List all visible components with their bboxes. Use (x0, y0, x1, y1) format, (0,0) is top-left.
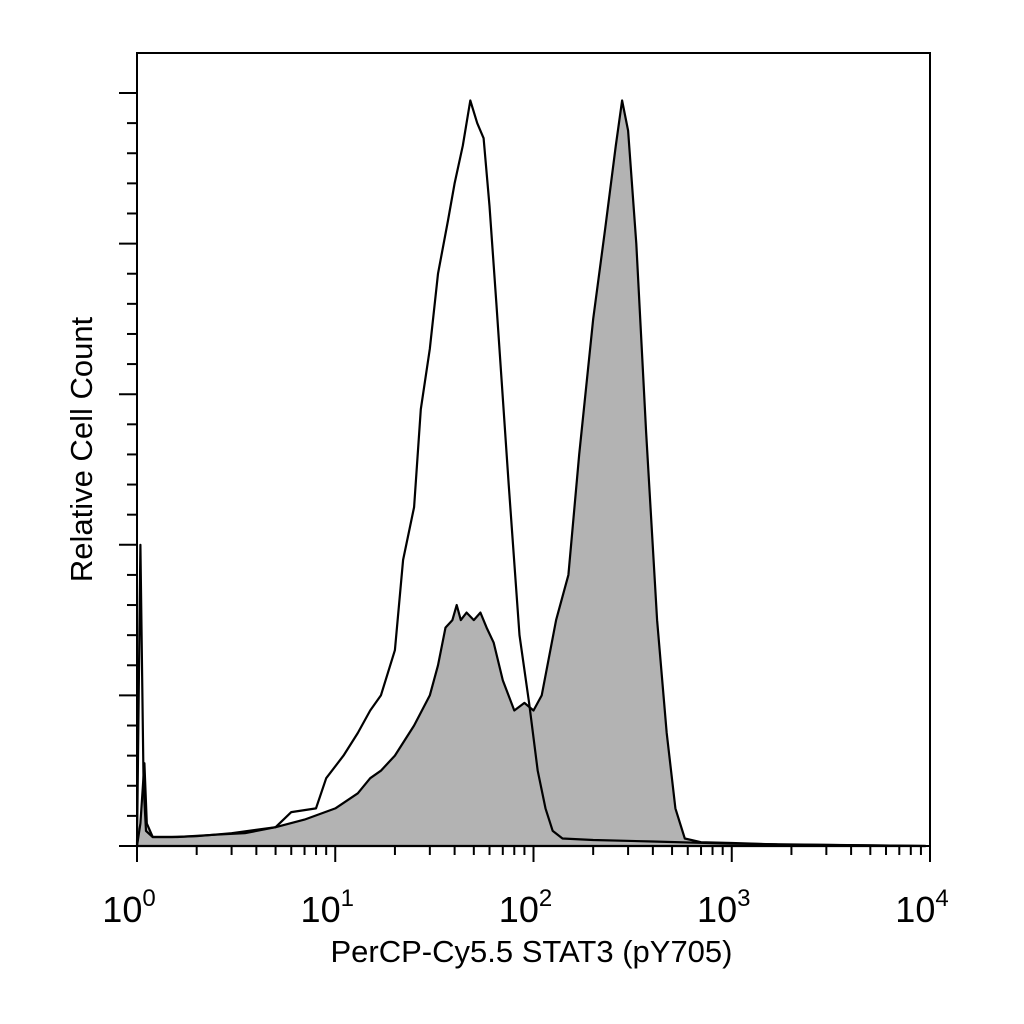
x-axis-title: PerCP-Cy5.5 STAT3 (pY705) (331, 934, 733, 969)
x-tick-label: 103 (697, 885, 750, 930)
series-filled-histogram (135, 99, 927, 848)
x-tick-label: 100 (102, 885, 155, 930)
x-tick-label: 102 (499, 885, 552, 930)
y-axis-ticks (119, 92, 137, 847)
series-outline-histogram (135, 99, 926, 848)
x-axis-tick-labels: 100 101 102 103 104 (102, 885, 948, 930)
y-axis-title: Relative Cell Count (64, 316, 99, 582)
x-axis-ticks (136, 846, 931, 862)
plot-area (135, 99, 927, 848)
x-tick-label: 104 (895, 885, 948, 930)
x-tick-label: 101 (301, 885, 354, 930)
